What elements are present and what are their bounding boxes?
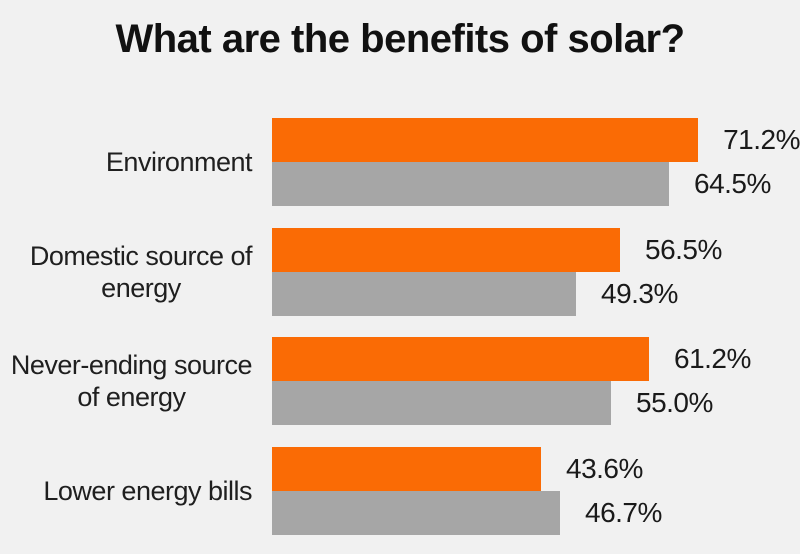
value-label-orange-domestic-source: 56.5% <box>645 234 722 265</box>
category-cell: Never-ending source of energy <box>0 337 253 425</box>
bar-group-environment: Environment 71.2% 64.5% <box>0 118 800 206</box>
bar-orange-domestic-source <box>272 228 620 272</box>
bar-orange-environment <box>272 118 699 162</box>
bar-orange-lower-energy-bills <box>272 447 541 491</box>
bar-gray-domestic-source <box>272 272 576 316</box>
category-cell: Domestic source of energy <box>0 228 253 316</box>
value-label-orange-never-ending-source: 61.2% <box>674 343 751 374</box>
bar-line: 56.5% <box>272 228 800 272</box>
category-cell: Lower energy bills <box>0 447 252 535</box>
value-label-gray-lower-energy-bills: 46.7% <box>585 497 662 528</box>
category-cell: Environment <box>0 118 253 206</box>
bar-line: 61.2% <box>272 337 800 381</box>
category-label-domestic-source: Domestic source of energy <box>29 241 253 303</box>
bar-gray-lower-energy-bills <box>272 491 560 535</box>
bar-gray-environment <box>272 162 669 206</box>
bar-group-domestic-source: Domestic source of energy 56.5% 49.3% <box>0 228 800 316</box>
value-label-gray-never-ending-source: 55.0% <box>636 387 713 418</box>
bar-line: 46.7% <box>272 491 800 535</box>
bars-lower-energy-bills: 43.6% 46.7% <box>272 447 800 535</box>
value-label-orange-lower-energy-bills: 43.6% <box>566 453 643 484</box>
bar-group-never-ending-source: Never-ending source of energy 61.2% 55.0… <box>0 337 800 425</box>
bar-gray-never-ending-source <box>272 381 611 425</box>
bars-environment: 71.2% 64.5% <box>272 118 800 206</box>
bars-domestic-source: 56.5% 49.3% <box>272 228 800 316</box>
value-label-gray-environment: 64.5% <box>694 168 771 199</box>
bar-line: 49.3% <box>272 272 800 316</box>
value-label-orange-environment: 71.2% <box>723 124 800 155</box>
category-label-environment: Environment <box>105 147 253 177</box>
bars-never-ending-source: 61.2% 55.0% <box>272 337 800 425</box>
category-label-lower-energy-bills: Lower energy bills <box>43 476 252 506</box>
bar-line: 43.6% <box>272 447 800 491</box>
bar-orange-never-ending-source <box>272 337 649 381</box>
bar-line: 55.0% <box>272 381 800 425</box>
bar-group-lower-energy-bills: Lower energy bills 43.6% 46.7% <box>0 447 800 535</box>
value-label-gray-domestic-source: 49.3% <box>601 278 678 309</box>
category-label-never-ending-source: Never-ending source of energy <box>10 350 253 412</box>
chart-title: What are the benefits of solar? <box>115 17 685 61</box>
bar-line: 64.5% <box>272 162 800 206</box>
bar-line: 71.2% <box>272 118 800 162</box>
